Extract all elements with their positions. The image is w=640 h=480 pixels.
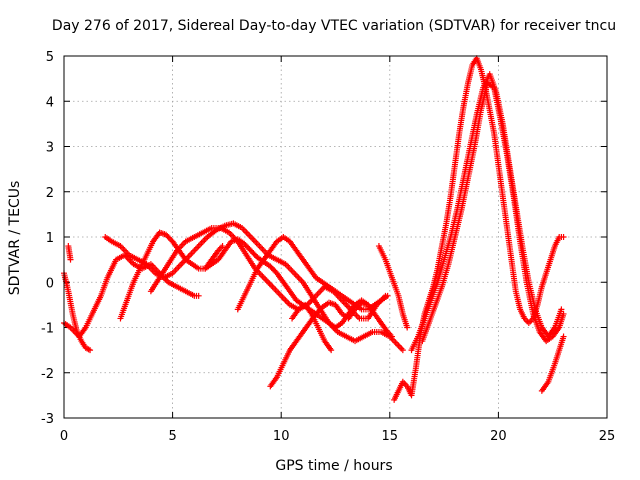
y-tick-label: 0 [46,276,54,291]
data-point [241,240,248,247]
data-point [271,267,278,274]
series-arc9 [267,299,395,390]
y-tick-label: -2 [41,367,54,382]
x-tick-label: 25 [599,429,616,444]
y-tick-label: -3 [41,412,54,427]
data-point [251,251,258,258]
data-point [354,303,361,310]
chart-title: Day 276 of 2017, Sidereal Day-to-day VTE… [52,18,616,34]
series-arc15 [538,333,567,394]
data-point [195,292,202,299]
data-point [328,347,335,354]
data-point [353,305,360,312]
x-tick-label: 0 [60,429,68,444]
data-point [314,309,321,316]
data-point [163,231,170,238]
x-axis-label: GPS time / hours [275,458,392,474]
data-point [249,248,256,255]
data-point [166,235,173,242]
y-tick-label: 5 [46,50,54,65]
data-point [558,306,565,313]
data-point [388,333,395,340]
y-tick-label: 2 [46,186,54,201]
series-arc7 [202,243,226,272]
data-point [316,306,323,313]
x-tick-label: 5 [168,429,176,444]
y-tick-label: -1 [41,322,54,337]
data-point [164,233,171,240]
data-points [61,55,567,403]
data-point [404,324,411,331]
series-arc1 [61,270,94,354]
data-point [165,234,172,241]
data-point [250,250,257,257]
data-point [87,347,94,354]
data-point [246,246,253,253]
series-arc4 [102,220,406,354]
grid-lines [64,56,607,418]
series-arc11 [375,243,411,331]
x-tick-label: 20 [490,429,507,444]
data-point [269,266,276,273]
data-point [355,302,362,309]
data-point [560,310,567,317]
series-arc14 [419,80,567,345]
data-point [243,243,250,250]
y-tick-label: 3 [46,141,54,156]
x-tick-label: 10 [273,429,290,444]
data-point [315,308,322,315]
data-point [560,333,567,340]
y-tick-label: 4 [46,95,54,110]
axis-ticks: 0 5 10 15 20 25 -3 -2 -1 0 1 2 3 4 5 [41,50,615,444]
series-arc8 [234,234,391,313]
y-axis-label: SDTVAR / TECUs [7,181,23,296]
data-point [384,292,391,299]
data-point [268,264,275,271]
series-arc2 [65,243,74,263]
data-point [242,242,249,249]
y-tick-label: 1 [46,231,54,246]
data-point [560,234,567,240]
plot-frame [63,55,608,419]
data-point [245,244,252,251]
data-point [399,347,406,354]
data-point [219,243,226,250]
x-tick-label: 15 [382,429,399,444]
data-point [67,256,74,263]
data-point [267,263,274,270]
data-point [352,306,359,313]
series-arc10 [289,301,335,354]
data-point [247,247,254,254]
